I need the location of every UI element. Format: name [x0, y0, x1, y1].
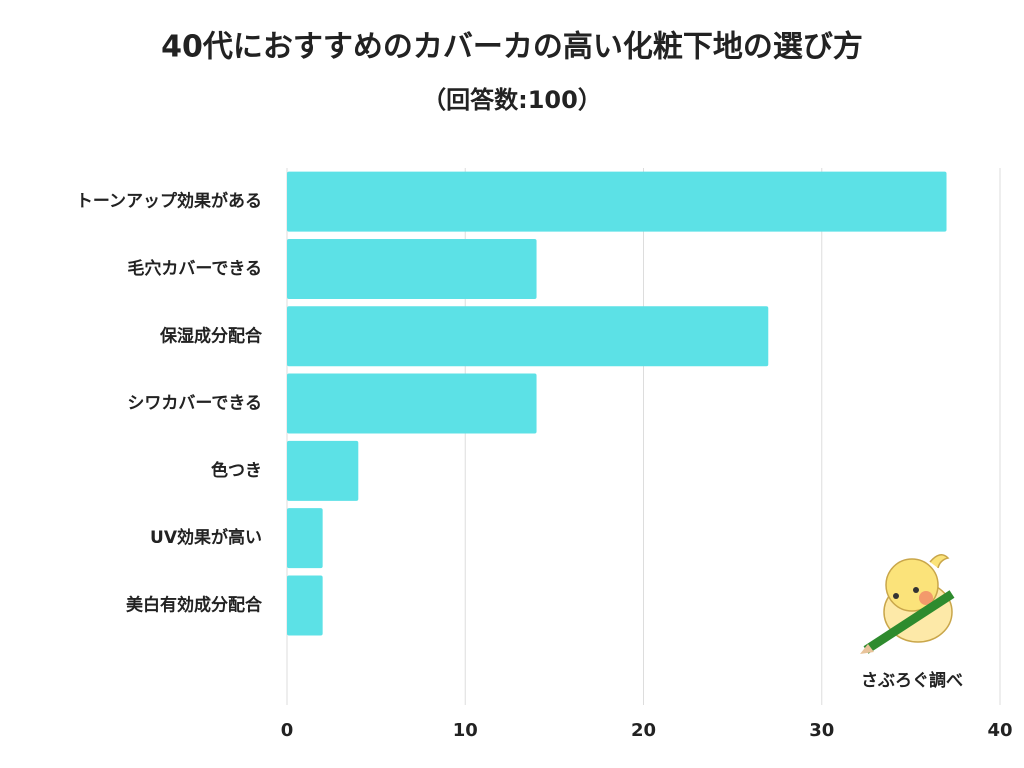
x-tick-label: 30	[809, 720, 834, 741]
y-tick-label: トーンアップ効果がある	[76, 191, 262, 212]
y-tick-label: UV効果が高い	[150, 527, 262, 548]
y-tick-label: 毛穴カバーできる	[127, 258, 262, 279]
x-tick-label: 10	[453, 720, 478, 741]
y-tick-label: シワカバーできる	[127, 394, 262, 414]
bar	[287, 306, 769, 367]
bar	[287, 171, 947, 232]
y-tick-label: 保湿成分配合	[159, 325, 263, 346]
bars	[287, 171, 947, 636]
mascot	[860, 554, 955, 654]
bar	[287, 373, 537, 434]
chart-subtitle: （回答数:100）	[422, 86, 602, 114]
chart-title: 40代におすすめのカバーカの高い化粧下地の選び方	[161, 30, 863, 65]
bar	[287, 508, 323, 569]
bar	[287, 238, 537, 299]
x-tick-label: 20	[631, 720, 656, 741]
bar	[287, 575, 323, 636]
bar	[287, 440, 359, 501]
credit: さぶろぐ調べ	[861, 670, 963, 691]
x-tick-label: 40	[987, 720, 1012, 741]
x-tick-label: 0	[281, 720, 294, 741]
y-tick-label: 美白有効成分配合	[126, 594, 263, 615]
y-tick-label: 色つき	[211, 460, 262, 481]
